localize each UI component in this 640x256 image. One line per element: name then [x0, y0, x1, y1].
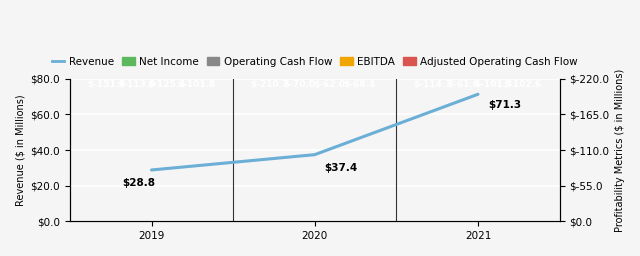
- Text: $28.8: $28.8: [122, 178, 155, 188]
- Text: $-114.7: $-114.7: [413, 80, 452, 89]
- Text: $-62.0: $-62.0: [314, 80, 346, 89]
- Text: $-70.0: $-70.0: [284, 80, 316, 89]
- Bar: [123, 6, 150, 79]
- Text: $-101.8: $-101.8: [177, 80, 216, 89]
- Bar: [93, 0, 120, 79]
- Text: $37.4: $37.4: [324, 163, 358, 173]
- Text: $-113.0: $-113.0: [117, 80, 156, 89]
- Bar: [286, 34, 314, 79]
- Bar: [449, 39, 477, 79]
- Bar: [256, 0, 284, 79]
- Bar: [152, 0, 180, 79]
- Text: $-61.6: $-61.6: [447, 80, 479, 89]
- Bar: [182, 13, 211, 79]
- Bar: [346, 35, 374, 79]
- Text: $-210.7: $-210.7: [251, 80, 289, 89]
- Bar: [479, 13, 507, 79]
- Bar: [316, 39, 344, 79]
- Bar: [509, 12, 537, 79]
- Y-axis label: Revenue ($ in Millions): Revenue ($ in Millions): [15, 94, 25, 206]
- Bar: [419, 4, 447, 79]
- Text: $-101.3: $-101.3: [474, 80, 512, 89]
- Text: $71.3: $71.3: [488, 100, 521, 110]
- Y-axis label: Profitability Metrics ($ in Millions): Profitability Metrics ($ in Millions): [615, 68, 625, 232]
- Legend: Revenue, Net Income, Operating Cash Flow, EBITDA, Adjusted Operating Cash Flow: Revenue, Net Income, Operating Cash Flow…: [48, 53, 582, 71]
- Text: $-151.8: $-151.8: [88, 80, 125, 89]
- Text: $-68.4: $-68.4: [344, 80, 376, 89]
- Text: $-125.4: $-125.4: [147, 80, 186, 89]
- Text: $-102.6: $-102.6: [504, 80, 542, 89]
